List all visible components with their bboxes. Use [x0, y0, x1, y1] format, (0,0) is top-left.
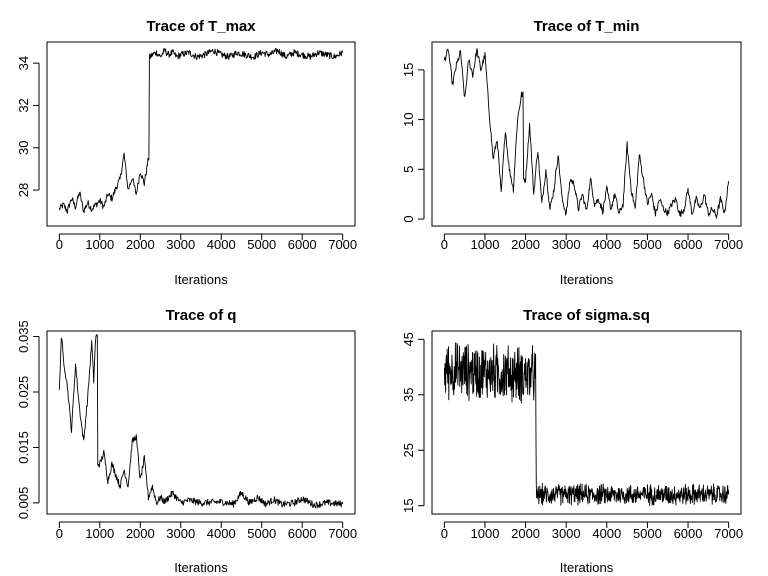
y-tick-label-tmin: 10	[401, 112, 416, 126]
x-axis-label-sigma-sq: Iterations	[560, 560, 614, 575]
x-axis-label-tmin: Iterations	[560, 272, 614, 287]
x-tick-label-sigma-sq: 1000	[471, 526, 500, 541]
y-tick-label-sigma-sq: 35	[401, 388, 416, 402]
x-tick-label-q: 6000	[288, 526, 317, 541]
x-tick-label-tmax: 1000	[85, 237, 114, 252]
x-tick-label-sigma-sq: 5000	[633, 526, 662, 541]
x-tick-label-q: 5000	[247, 526, 276, 541]
x-tick-label-q: 0	[56, 526, 63, 541]
x-tick-label-sigma-sq: 6000	[674, 526, 703, 541]
x-tick-label-sigma-sq: 0	[441, 526, 448, 541]
x-tick-label-tmin: 5000	[633, 237, 662, 252]
y-tick-label-tmax: 28	[16, 183, 31, 197]
x-tick-label-q: 4000	[207, 526, 236, 541]
x-tick-label-q: 7000	[328, 526, 357, 541]
x-tick-label-sigma-sq: 2000	[511, 526, 540, 541]
x-tick-label-sigma-sq: 7000	[714, 526, 743, 541]
x-tick-label-tmax: 3000	[166, 237, 195, 252]
x-tick-label-q: 3000	[166, 526, 195, 541]
plot-frame-sigma-sq	[431, 330, 742, 515]
trace-line-q	[58, 334, 344, 509]
panel-title-sigma-sq: Trace of sigma.sq	[523, 307, 650, 324]
plot-frame-tmin	[431, 41, 742, 227]
y-tick-label-q: 0.025	[16, 376, 31, 409]
x-tick-label-tmin: 4000	[592, 237, 621, 252]
panel-trace-sigma-sq: Trace of sigma.sq 0 1000 2000 3000 4000 5000 60…	[401, 307, 743, 575]
x-tick-label-tmax: 6000	[288, 237, 317, 252]
y-tick-label-tmin: 0	[401, 215, 416, 222]
y-tick-label-sigma-sq: 25	[401, 443, 416, 457]
x-tick-label-tmax: 5000	[247, 237, 276, 252]
x-tick-label-q: 2000	[126, 526, 155, 541]
x-tick-label-tmax: 7000	[328, 237, 357, 252]
x-axis-label-q: Iterations	[174, 560, 228, 575]
x-axis-label-tmax: Iterations	[174, 272, 228, 287]
x-tick-label-tmin: 3000	[552, 237, 581, 252]
plot-frame-tmax	[46, 41, 356, 227]
y-tick-label-q: 0.015	[16, 431, 31, 464]
y-tick-label-sigma-sq: 45	[401, 332, 416, 346]
x-tick-label-tmax: 2000	[126, 237, 155, 252]
x-tick-label-q: 1000	[85, 526, 114, 541]
y-tick-label-tmax: 32	[16, 98, 31, 112]
panel-trace-tmin: Trace of T_min 0 1000 2000 3000 4000 5000 6000 7…	[401, 18, 743, 287]
x-tick-label-tmin: 6000	[674, 237, 703, 252]
x-tick-label-tmin: 2000	[511, 237, 540, 252]
x-tick-label-sigma-sq: 4000	[592, 526, 621, 541]
x-tick-label-tmin: 7000	[714, 237, 743, 252]
panel-trace-tmax: Trace of T_max 0 1000 2000 3000 4000 5000 6000 7…	[16, 18, 357, 287]
x-tick-label-tmax: 4000	[207, 237, 236, 252]
trace-line-tmin	[443, 48, 730, 219]
y-tick-label-tmax: 34	[16, 56, 31, 70]
trace-line-sigma-sq	[443, 342, 730, 507]
y-tick-label-sigma-sq: 15	[401, 498, 416, 512]
y-tick-label-tmin: 5	[401, 166, 416, 173]
y-tick-label-q: 0.035	[16, 320, 31, 353]
panel-title-tmin: Trace of T_min	[534, 18, 640, 35]
plot-frame-q	[46, 330, 356, 515]
y-tick-label-tmin: 15	[401, 63, 416, 77]
x-tick-label-sigma-sq: 3000	[552, 526, 581, 541]
x-tick-label-tmax: 0	[56, 237, 63, 252]
trace-line-tmax	[58, 47, 344, 214]
panel-trace-q: Trace of q 0 1000 2000 3000 4000 5000 6000 7000 0…	[16, 307, 357, 575]
x-tick-label-tmin: 0	[441, 237, 448, 252]
x-tick-label-tmin: 1000	[471, 237, 500, 252]
y-tick-label-tmax: 30	[16, 141, 31, 155]
panel-title-q: Trace of q	[166, 307, 237, 324]
y-tick-label-q: 0.005	[16, 487, 31, 520]
panel-title-tmax: Trace of T_max	[146, 18, 256, 35]
